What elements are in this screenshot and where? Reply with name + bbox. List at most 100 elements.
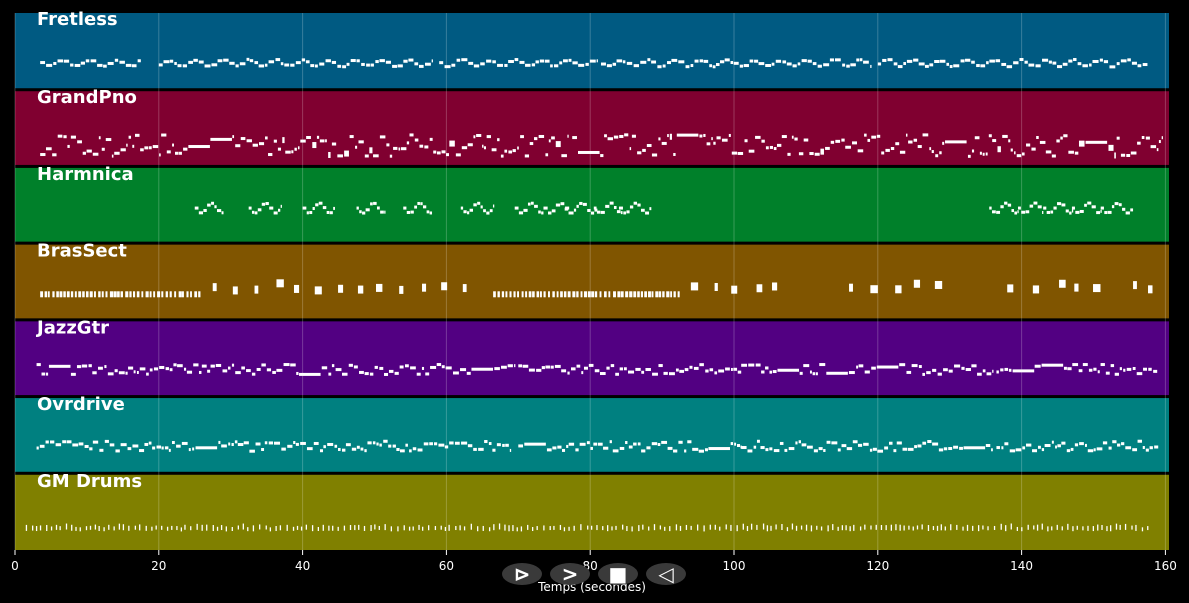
note [131,64,137,68]
note [353,365,358,369]
note [518,364,523,368]
note [812,62,817,66]
note [232,286,238,295]
note [1072,526,1074,532]
note [300,139,306,143]
forward-button[interactable]: > [550,562,590,586]
note [1114,202,1119,206]
note [342,65,347,69]
stop-button[interactable]: ■ [598,562,638,586]
note [809,370,812,374]
note [992,210,996,214]
note [617,291,621,298]
note [1010,523,1012,530]
note [52,291,55,298]
note [235,64,239,68]
note [449,441,454,445]
note [1096,211,1101,215]
note [599,291,602,298]
note [128,366,134,370]
button-background [502,563,542,585]
note [311,525,314,532]
note [712,65,716,69]
note [769,447,773,451]
note [795,441,798,445]
note [1141,527,1144,532]
note [379,366,384,370]
note [313,441,319,445]
note [565,206,570,210]
note [496,443,501,447]
note [421,366,425,370]
note [139,449,145,453]
note [1074,151,1079,155]
note [954,364,961,368]
note [425,372,430,376]
note [890,524,893,531]
note [174,291,177,298]
note [586,441,590,445]
note [471,367,494,371]
note [1060,136,1063,140]
back-button[interactable]: ◁ [646,562,686,586]
note [760,446,765,450]
note [935,154,939,158]
note [1057,444,1061,448]
note [652,372,658,376]
note [148,441,152,445]
note [587,525,589,530]
note [461,58,468,62]
note [370,202,373,206]
note [607,137,613,141]
note [736,525,738,532]
note [747,449,753,453]
note [623,367,627,371]
note [252,143,258,147]
note [508,525,510,532]
note [690,525,692,530]
note [341,448,346,452]
note [1150,145,1157,149]
note [1119,367,1122,371]
note [561,154,567,158]
note [638,525,640,532]
note [876,134,881,138]
note [497,63,503,67]
note [703,59,709,63]
note [467,143,473,147]
note [40,153,46,157]
note [239,62,246,66]
note [857,443,863,447]
note [795,525,798,531]
note [360,447,364,451]
note [461,441,468,445]
note [937,372,942,376]
note [476,133,482,137]
note [756,439,760,443]
note [109,291,114,298]
note [602,526,604,531]
note [545,365,550,369]
note [39,525,42,531]
note [470,523,472,530]
note [152,145,159,149]
note [1032,449,1038,453]
note [1037,205,1042,209]
note [877,449,884,453]
note [667,134,669,138]
note [716,136,721,140]
play-button[interactable]: ⊳ [502,562,542,586]
note [801,59,807,63]
note [460,368,467,372]
note [906,370,912,374]
note [538,210,541,214]
note [168,448,171,452]
note [462,284,467,293]
note [89,447,93,451]
note [1041,448,1045,452]
note [161,133,167,137]
note [31,525,34,531]
note [619,367,623,371]
note [398,147,401,151]
note [679,369,685,373]
